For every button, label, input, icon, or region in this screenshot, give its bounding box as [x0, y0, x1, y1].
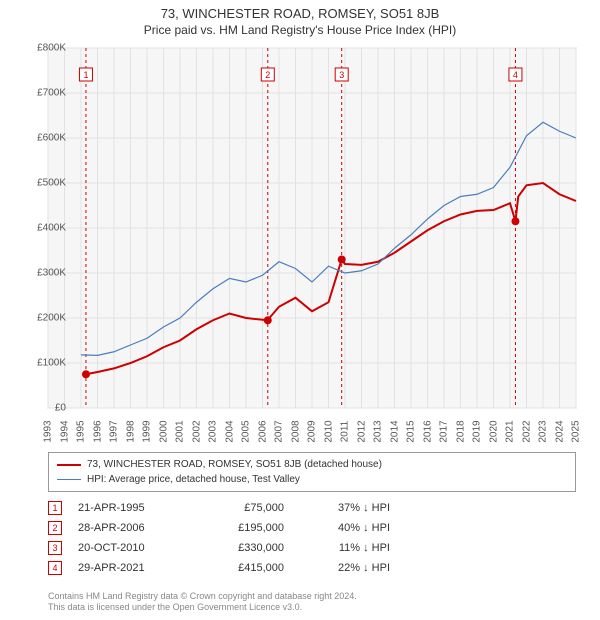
event-row: 4 29-APR-2021 £415,000 22% ↓ HPI: [48, 558, 576, 578]
footer: Contains HM Land Registry data © Crown c…: [48, 591, 576, 614]
chart-area: 1 2 3 4: [48, 48, 576, 408]
footer-line1: Contains HM Land Registry data © Crown c…: [48, 591, 576, 603]
x-tick-label: 2017: [439, 420, 450, 442]
x-tick-label: 2015: [406, 420, 417, 442]
event-date: 29-APR-2021: [78, 562, 188, 574]
x-tick-label: 1995: [76, 420, 87, 442]
y-tick-label: £200K: [37, 313, 66, 324]
y-tick-label: £600K: [37, 133, 66, 144]
x-tick-label: 2021: [505, 420, 516, 442]
legend-item-hpi: HPI: Average price, detached house, Test…: [57, 472, 567, 487]
x-tick-label: 2020: [488, 420, 499, 442]
event-row: 3 20-OCT-2010 £330,000 11% ↓ HPI: [48, 538, 576, 558]
event-date: 21-APR-1995: [78, 502, 188, 514]
x-tick-label: 2019: [472, 420, 483, 442]
svg-text:1: 1: [83, 70, 88, 80]
y-tick-label: £500K: [37, 178, 66, 189]
legend-swatch-hpi: [57, 479, 81, 481]
x-tick-label: 2016: [422, 420, 433, 442]
x-tick-label: 2010: [323, 420, 334, 442]
legend: 73, WINCHESTER ROAD, ROMSEY, SO51 8JB (d…: [48, 452, 576, 492]
legend-label-hpi: HPI: Average price, detached house, Test…: [87, 472, 300, 487]
event-pct: 11% ↓ HPI: [300, 542, 390, 554]
event-price: £75,000: [204, 502, 284, 514]
event-price: £415,000: [204, 562, 284, 574]
chart-subtitle: Price paid vs. HM Land Registry's House …: [0, 21, 600, 41]
x-tick-label: 1997: [109, 420, 120, 442]
event-marker: 1: [48, 501, 62, 515]
legend-swatch-property: [57, 464, 81, 466]
svg-text:3: 3: [339, 70, 344, 80]
legend-item-property: 73, WINCHESTER ROAD, ROMSEY, SO51 8JB (d…: [57, 457, 567, 472]
y-tick-label: £800K: [37, 43, 66, 54]
event-row: 1 21-APR-1995 £75,000 37% ↓ HPI: [48, 498, 576, 518]
event-price: £195,000: [204, 522, 284, 534]
y-tick-label: £400K: [37, 223, 66, 234]
x-tick-label: 2002: [191, 420, 202, 442]
x-tick-label: 2001: [175, 420, 186, 442]
x-tick-label: 1996: [92, 420, 103, 442]
chart-svg: 1234: [48, 48, 348, 198]
x-tick-label: 2011: [340, 421, 351, 443]
x-tick-label: 1999: [142, 420, 153, 442]
event-marker: 3: [48, 541, 62, 555]
x-tick-label: 2012: [356, 420, 367, 442]
x-tick-label: 2025: [571, 420, 582, 442]
x-tick-label: 2004: [224, 420, 235, 442]
event-row: 2 28-APR-2006 £195,000 40% ↓ HPI: [48, 518, 576, 538]
event-pct: 40% ↓ HPI: [300, 522, 390, 534]
chart-container: 73, WINCHESTER ROAD, ROMSEY, SO51 8JB Pr…: [0, 0, 600, 620]
y-tick-label: £700K: [37, 88, 66, 99]
x-tick-label: 2013: [373, 420, 384, 442]
x-tick-label: 2006: [257, 420, 268, 442]
x-tick-label: 2009: [307, 420, 318, 442]
event-price: £330,000: [204, 542, 284, 554]
x-tick-label: 1998: [125, 420, 136, 442]
legend-label-property: 73, WINCHESTER ROAD, ROMSEY, SO51 8JB (d…: [87, 457, 382, 472]
x-tick-label: 2003: [208, 420, 219, 442]
x-tick-label: 1994: [59, 420, 70, 442]
x-tick-label: 2005: [241, 420, 252, 442]
x-tick-label: 2000: [158, 420, 169, 442]
footer-line2: This data is licensed under the Open Gov…: [48, 602, 576, 614]
y-tick-label: £300K: [37, 268, 66, 279]
x-tick-label: 2018: [455, 420, 466, 442]
x-tick-label: 2014: [389, 420, 400, 442]
event-pct: 22% ↓ HPI: [300, 562, 390, 574]
x-tick-label: 2007: [274, 420, 285, 442]
x-tick-label: 2023: [538, 420, 549, 442]
y-tick-label: £0: [55, 403, 66, 414]
chart-title: 73, WINCHESTER ROAD, ROMSEY, SO51 8JB: [0, 0, 600, 21]
x-tick-label: 2022: [521, 420, 532, 442]
event-marker: 4: [48, 561, 62, 575]
y-tick-label: £100K: [37, 358, 66, 369]
svg-text:2: 2: [265, 70, 270, 80]
x-tick-label: 2024: [554, 420, 565, 442]
x-tick-label: 1993: [43, 420, 54, 442]
event-date: 28-APR-2006: [78, 522, 188, 534]
events-table: 1 21-APR-1995 £75,000 37% ↓ HPI 2 28-APR-2006…: [48, 498, 576, 578]
event-marker: 2: [48, 521, 62, 535]
svg-text:4: 4: [513, 70, 518, 80]
x-tick-label: 2008: [290, 420, 301, 442]
event-pct: 37% ↓ HPI: [300, 502, 390, 514]
event-date: 20-OCT-2010: [78, 542, 188, 554]
